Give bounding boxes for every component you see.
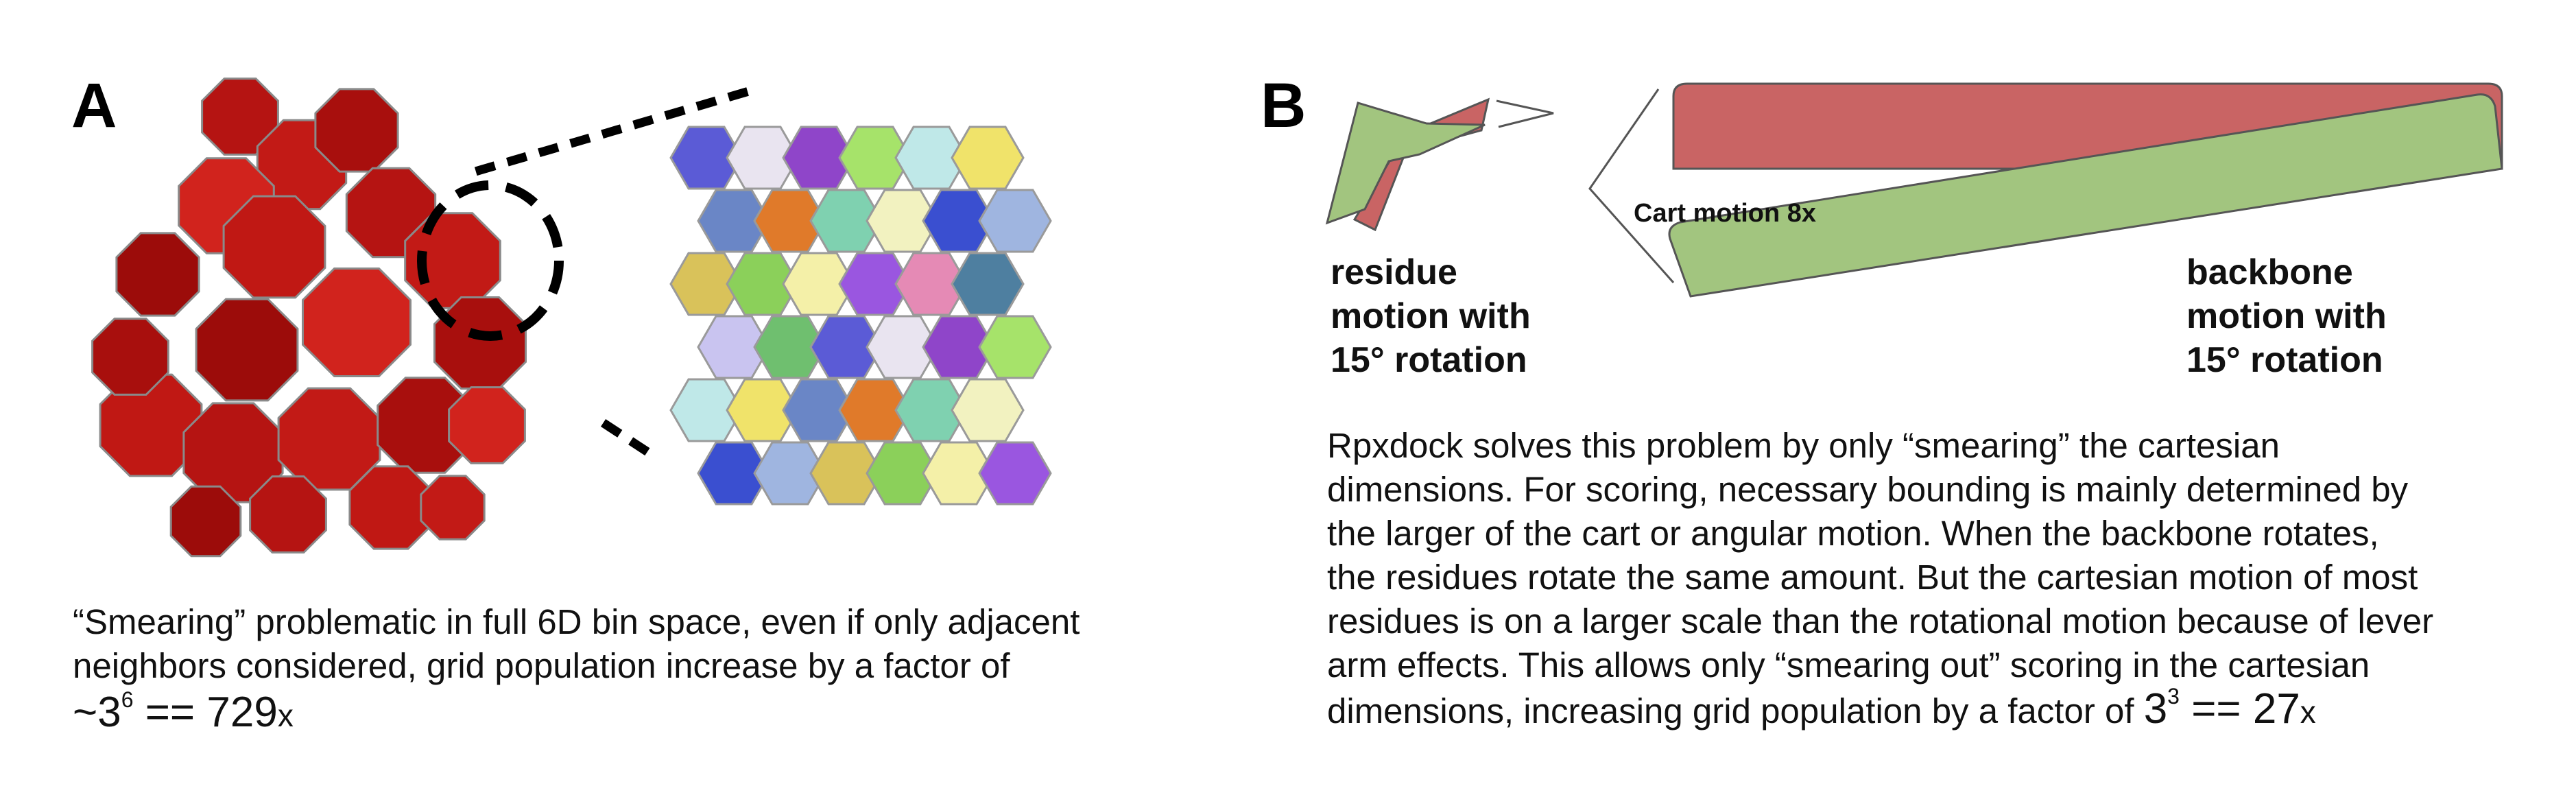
color-cell — [809, 441, 883, 506]
residue-label-line: residue — [1331, 252, 1457, 292]
red-cell — [99, 373, 203, 477]
red-cell — [448, 386, 526, 464]
red-cell — [302, 268, 412, 377]
panel-a-caption: “Smearing” problematic in full 6D bin sp… — [73, 600, 1080, 737]
color-cell — [894, 126, 968, 190]
formula-prefix: ~3 — [73, 689, 121, 736]
body-line: arm effects. This allows only “smearing … — [1327, 645, 2370, 685]
red-cell — [420, 475, 486, 540]
red-truncated-octahedra-cluster — [69, 69, 590, 566]
color-cell — [922, 441, 996, 506]
formula-exponent: 6 — [121, 687, 134, 712]
red-cell — [169, 485, 242, 558]
color-cell — [726, 378, 800, 442]
residue-pointer-icon — [1496, 99, 1554, 128]
panel-b-motion-diagram — [1303, 69, 2510, 388]
zoom-dotted-lines — [0, 0, 754, 497]
red-cell — [314, 88, 399, 173]
residue-motion-label: residue motion with 15° rotation — [1331, 250, 1531, 382]
color-cell — [809, 189, 883, 253]
body-line: dimensions. For scoring, necessary bound… — [1327, 470, 2409, 509]
last-formula-base: 3 — [2143, 685, 2168, 733]
red-cell — [91, 318, 169, 396]
backbone-label-line: 15° rotation — [2186, 340, 2383, 380]
color-cell — [922, 189, 996, 253]
color-cell — [809, 315, 883, 379]
backbone-label-line: motion with — [2186, 296, 2387, 336]
red-cell — [249, 475, 327, 554]
last-formula-exponent: 3 — [2167, 684, 2180, 709]
color-cell — [669, 126, 743, 190]
color-cell — [866, 189, 940, 253]
formula-suffix: x — [277, 698, 294, 733]
color-cell — [838, 252, 912, 316]
formula-rest: == 729 — [133, 689, 278, 736]
color-cell — [951, 252, 1025, 316]
color-cell — [838, 126, 912, 190]
color-cell — [753, 441, 827, 506]
red-cell — [195, 298, 299, 402]
residue-label-line: motion with — [1331, 296, 1531, 336]
body-line: Rpxdock solves this problem by only “sme… — [1327, 426, 2280, 465]
red-cell — [277, 387, 381, 491]
color-cell — [753, 189, 827, 253]
color-cell — [978, 441, 1052, 506]
color-cell — [978, 315, 1052, 379]
body-line: residues is on a larger scale than the r… — [1327, 602, 2434, 641]
panel-b-label: B — [1261, 71, 1307, 141]
red-cell — [182, 402, 284, 503]
red-cell — [115, 232, 200, 317]
color-cell — [726, 252, 800, 316]
red-cell — [201, 78, 279, 156]
color-cell — [951, 126, 1025, 190]
backbone-green-bar — [1668, 93, 2503, 298]
backbone-label-line: backbone — [2186, 252, 2353, 292]
last-formula-rest: == 27 — [2179, 685, 2300, 733]
color-cell — [782, 126, 856, 190]
panel-a-caption-line: neighbors considered, grid population in… — [73, 646, 1010, 685]
red-cell — [222, 195, 326, 299]
panel-a-label: A — [71, 71, 117, 141]
color-cell — [978, 189, 1052, 253]
last-formula-suffix: x — [2300, 694, 2316, 730]
backbone-motion-label: backbone motion with 15° rotation — [2186, 250, 2387, 382]
color-cell — [866, 315, 940, 379]
color-cell — [894, 252, 968, 316]
color-cell — [951, 378, 1025, 442]
color-cell — [782, 252, 856, 316]
panel-a-caption-line: “Smearing” problematic in full 6D bin sp… — [73, 602, 1080, 641]
panel-a-formula: ~36 == 729x — [73, 689, 1080, 737]
color-cell — [894, 378, 968, 442]
color-cell — [866, 441, 940, 506]
last-line-prefix: dimensions, increasing grid population b… — [1327, 691, 2144, 730]
color-cell — [669, 378, 743, 442]
red-cell — [348, 465, 433, 550]
color-cell — [697, 189, 771, 253]
cart-motion-label: Cart motion 8x — [1634, 199, 1817, 228]
residue-green-arrow — [1325, 102, 1486, 225]
body-line: the residues rotate the same amount. But… — [1327, 558, 2418, 597]
color-cell — [697, 315, 771, 379]
color-cell — [669, 252, 743, 316]
color-cell — [922, 315, 996, 379]
colorful-octahedra-grid — [665, 117, 1077, 545]
panel-b-body-text: Rpxdock solves this problem by only “sme… — [1327, 424, 2433, 734]
body-line: the larger of the cart or angular motion… — [1327, 514, 2379, 553]
color-cell — [726, 126, 800, 190]
rotation-wedge — [1588, 88, 1675, 283]
color-cell — [753, 315, 827, 379]
body-line-formula: dimensions, increasing grid population b… — [1327, 684, 2433, 734]
residue-label-line: 15° rotation — [1331, 340, 1527, 380]
color-cell — [697, 441, 771, 506]
color-cell — [782, 378, 856, 442]
color-cell — [838, 378, 912, 442]
